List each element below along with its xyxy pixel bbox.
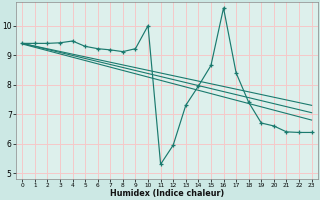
X-axis label: Humidex (Indice chaleur): Humidex (Indice chaleur): [110, 189, 224, 198]
